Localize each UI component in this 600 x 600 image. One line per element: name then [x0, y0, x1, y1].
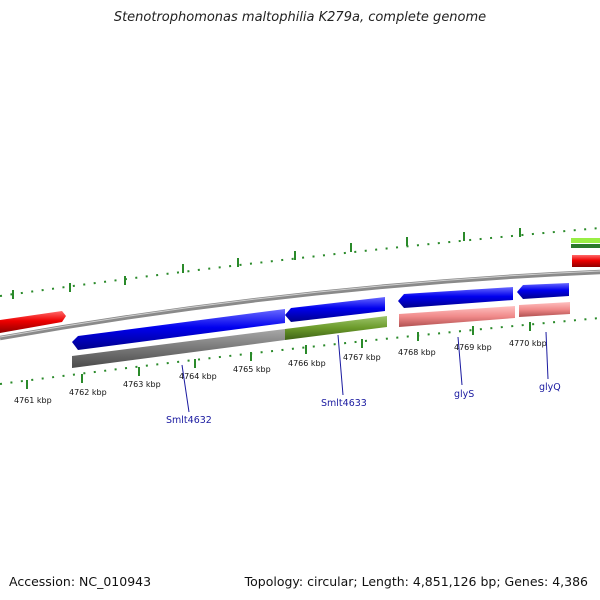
- kbp-labels: 4761 kbp 4762 kbp 4763 kbp 4764 kbp 4765…: [14, 339, 547, 405]
- gene-leader-lines: [181, 331, 549, 413]
- pink-band-2: [519, 302, 570, 317]
- kbp-label: 4766 kbp: [288, 359, 326, 368]
- gray-band: [72, 329, 285, 368]
- gene-label-glyq[interactable]: glyQ: [539, 382, 561, 393]
- outer-tick-ring: [0, 227, 600, 297]
- inner-major-ticks: [26, 322, 531, 389]
- cds-glyq[interactable]: [517, 283, 569, 299]
- gene-label-smlt4633[interactable]: Smlt4633: [321, 398, 367, 409]
- red-feature-left: [0, 311, 66, 333]
- olive-band: [285, 316, 387, 340]
- cds-glys[interactable]: [398, 287, 513, 308]
- gene-label-smlt4632[interactable]: Smlt4632: [166, 415, 212, 426]
- lime-feature: [571, 238, 600, 243]
- inner-tick-ring: [0, 317, 600, 385]
- red-feature-right: [572, 255, 600, 267]
- kbp-label: 4769 kbp: [454, 343, 492, 352]
- genome-title: Stenotrophomonas maltophilia K279a, comp…: [113, 10, 487, 25]
- kbp-label: 4763 kbp: [123, 380, 161, 389]
- kbp-label: 4765 kbp: [233, 365, 271, 374]
- kbp-label: 4764 kbp: [179, 372, 217, 381]
- kbp-label: 4768 kbp: [398, 348, 436, 357]
- kbp-label: 4761 kbp: [14, 396, 52, 405]
- gene-label-glys[interactable]: glyS: [454, 389, 474, 400]
- pink-band-1: [399, 306, 515, 327]
- accession-text: Accession: NC_010943: [9, 574, 152, 589]
- kbp-label: 4767 kbp: [343, 353, 381, 362]
- outer-major-ticks: [12, 228, 521, 299]
- green-feature: [571, 244, 600, 248]
- genome-backbone: [0, 269, 600, 341]
- cds-smlt4632[interactable]: [72, 309, 285, 350]
- topology-text: Topology: circular; Length: 4,851,126 bp…: [244, 574, 588, 589]
- kbp-label: 4770 kbp: [509, 339, 547, 348]
- gene-labels: Smlt4632 Smlt4633 glyS glyQ: [166, 382, 561, 426]
- cds-smlt4633[interactable]: [285, 297, 385, 322]
- kbp-label: 4762 kbp: [69, 388, 107, 397]
